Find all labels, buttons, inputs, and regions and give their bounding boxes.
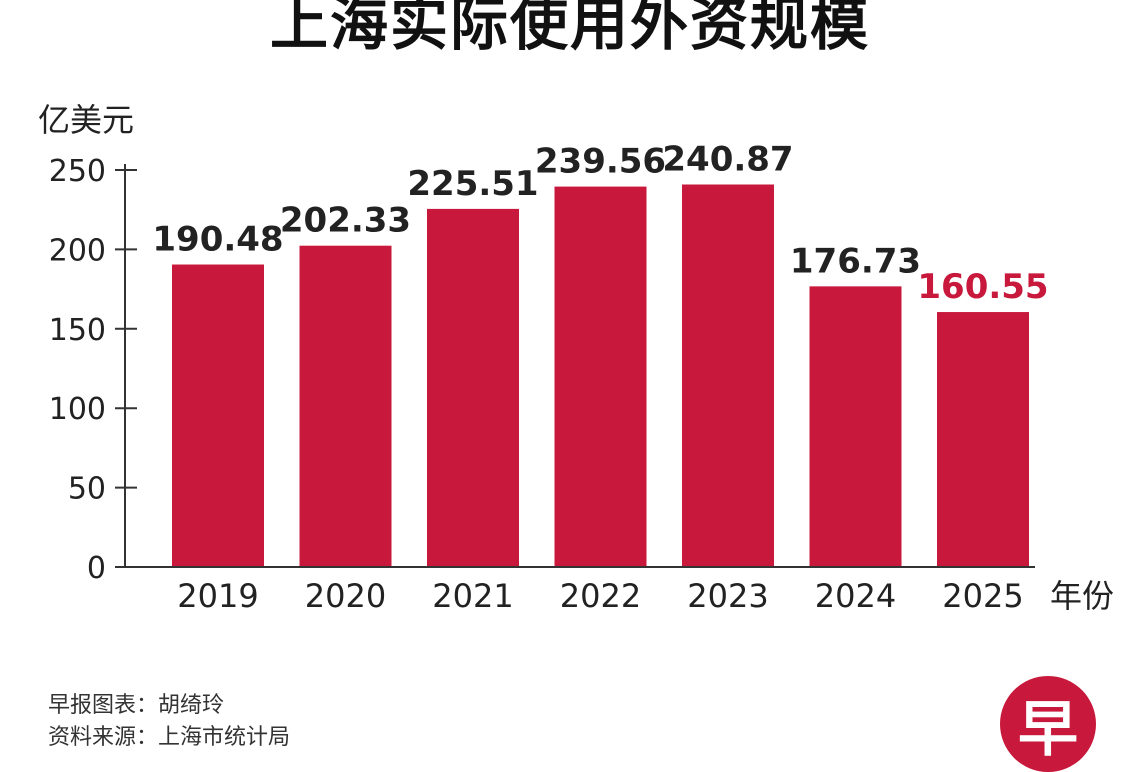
logo-glyph: 早 xyxy=(1018,694,1078,765)
x-tick-label-2021: 2021 xyxy=(432,577,513,615)
x-tick-label-2023: 2023 xyxy=(687,577,768,615)
bar-chart: 亿美元 0 50 100 150 200 250 190.48 2019 202.33 2020 22… xyxy=(38,101,1114,615)
value-label-2021: 225.51 xyxy=(407,164,538,204)
value-label-2019: 190.48 xyxy=(152,220,283,260)
value-label-2025: 160.55 xyxy=(917,267,1048,307)
graphic-credit: 早报图表：胡绮玲 xyxy=(48,693,225,718)
value-label-2024: 176.73 xyxy=(790,241,921,281)
x-tick-label-2022: 2022 xyxy=(560,577,641,615)
x-axis-label: 年份 xyxy=(1050,577,1114,615)
x-tick-label-2025: 2025 xyxy=(942,577,1023,615)
zaobao-logo: 早 xyxy=(1000,676,1096,772)
y-tick-label: 50 xyxy=(68,472,106,507)
x-tick-label-2020: 2020 xyxy=(305,577,386,615)
credits: 早报图表：胡绮玲 资料来源：上海市统计局 xyxy=(48,690,290,754)
y-tick-label: 0 xyxy=(87,551,106,586)
bar-2021 xyxy=(427,208,519,567)
value-label-2023: 240.87 xyxy=(662,139,793,179)
y-tick-label: 200 xyxy=(49,233,106,268)
x-tick-label-2024: 2024 xyxy=(815,577,896,615)
y-axis-label: 亿美元 xyxy=(38,101,134,139)
x-tick-label-2019: 2019 xyxy=(177,577,258,615)
source-credit: 资料来源：上海市统计局 xyxy=(48,725,291,750)
value-label-2022: 239.56 xyxy=(535,142,666,182)
chart-title: 上海实际使用外资规模 xyxy=(269,0,870,58)
bar-2020 xyxy=(299,245,392,568)
bar-2023 xyxy=(682,184,774,567)
bar-2025 xyxy=(937,312,1029,567)
bar-2024 xyxy=(809,286,902,567)
bar-2019 xyxy=(172,264,264,567)
y-tick-label: 100 xyxy=(49,392,106,427)
y-tick-label: 250 xyxy=(49,154,106,189)
bar-2022 xyxy=(554,186,647,567)
value-label-2020: 202.33 xyxy=(280,201,411,241)
y-tick-label: 150 xyxy=(49,313,106,348)
